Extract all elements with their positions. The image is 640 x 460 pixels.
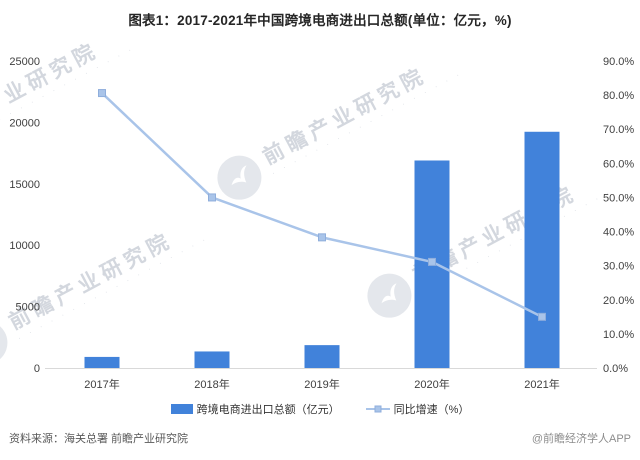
legend-line-swatch <box>365 405 390 413</box>
legend-item-line: 同比增速（%） <box>365 401 470 417</box>
left-axis-tick-label: 0 <box>34 363 40 375</box>
right-axis-tick-label: 70.0% <box>603 124 634 136</box>
left-axis-tick-label: 15000 <box>9 179 40 191</box>
page-title: 图表1：2017-2021年中国跨境电商进出口总额(单位：亿元，%) <box>128 13 512 28</box>
legend-item-bar: 跨境电商进出口总额（亿元） <box>170 401 340 417</box>
left-axis-tick-label: 10000 <box>9 240 40 252</box>
bar-2018年 <box>194 351 230 368</box>
bar-2017年 <box>84 356 120 368</box>
legend-bar-swatch <box>170 404 193 414</box>
legend-line-marker <box>374 405 382 413</box>
x-axis-tick-label: 2020年 <box>414 377 449 391</box>
right-axis-tick-label: 90.0% <box>603 56 634 68</box>
right-axis-tick-label: 20.0% <box>603 295 634 307</box>
line-marker-2017年 <box>98 89 106 98</box>
right-axis-tick-label: 50.0% <box>603 192 634 204</box>
x-axis-tick-label: 2018年 <box>194 377 229 391</box>
left-axis-tick-label: 5000 <box>16 302 40 314</box>
bar-2021年 <box>524 131 560 368</box>
data-source-text: 资料来源：海关总署 前瞻产业研究院 <box>9 433 189 445</box>
x-axis-tick-label: 2019年 <box>304 377 339 391</box>
legend-bar-label: 跨境电商进出口总额（亿元） <box>196 404 340 416</box>
right-axis-tick-label: 30.0% <box>603 261 634 273</box>
right-axis-tick-label: 40.0% <box>603 227 634 239</box>
x-axis-tick-label: 2017年 <box>84 377 119 391</box>
line-marker-2018年 <box>208 193 216 202</box>
right-axis-tick-label: 80.0% <box>603 90 634 102</box>
line-marker-2021年 <box>538 312 546 321</box>
right-axis-tick-label: 60.0% <box>603 158 634 170</box>
left-axis-tick-label: 25000 <box>9 56 40 68</box>
x-axis-tick-label: 2021年 <box>524 377 559 391</box>
line-marker-2019年 <box>318 233 326 242</box>
line-marker-2020年 <box>428 257 436 266</box>
left-axis-tick-label: 20000 <box>9 117 40 129</box>
right-axis-tick-label: 0.0% <box>603 363 628 375</box>
combo-chart: 0 5000 10000 15000 20000 25000 0.0% 10.0% 20.0% 3… <box>9 56 634 391</box>
chart-legend: 跨境电商进出口总额（亿元） 同比增速（%） <box>0 401 640 417</box>
footer: 资料来源：海关总署 前瞻产业研究院 @前瞻经济学人APP <box>9 430 631 446</box>
right-axis-tick-label: 10.0% <box>603 329 634 341</box>
brand-credit-text: @前瞻经济学人APP <box>531 433 631 445</box>
growth-line <box>101 92 543 318</box>
legend-line-label: 同比增速（%） <box>393 404 470 416</box>
bar-2019年 <box>304 345 340 368</box>
